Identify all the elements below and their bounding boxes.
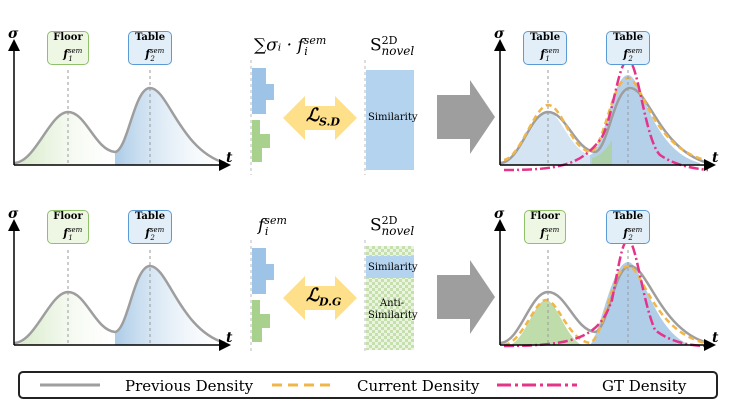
row1-loss-label: ℒS.D [306,105,340,129]
row1-left-t-label: t [226,150,233,166]
row1-similarity-map [366,70,414,170]
legend-current-label: Current Density [357,377,480,395]
row2-feature-expression: fsemi [258,214,287,239]
row2-left-table-fill [115,266,220,345]
row1-right-current-curve [503,76,706,162]
row2-histogram-blue-bar-2 [252,264,274,280]
row1-right-previous-curve [499,86,709,165]
row2-right-table-fill [590,262,690,345]
row1-similarity-text: Similarity [368,112,418,123]
legend: Previous Density Current Density GT Dens… [18,371,718,399]
row2-novel-label: S2Dnovel [370,214,415,239]
row2-similarity-map [366,256,414,278]
row1-right-gt-curve [503,58,709,172]
row1-novel-label: S2Dnovel [370,34,415,59]
row1-histogram-blue-bar-2 [252,84,274,100]
row2-right-previous-curve [499,264,709,345]
row2-anti-similarity-text: Anti- Similarity [368,298,418,321]
row2-right-current-curve [503,264,706,347]
row1-left-floor-fill [14,112,115,165]
row2-histogram-green-bar-2 [252,314,270,328]
row1-right-table-fill [590,75,700,165]
row1-left-table-fill [115,88,220,165]
row2-loss-arrow [283,276,357,320]
row1-right-plot [494,39,716,172]
row2-left-table-label: Table fsem2 [128,210,172,244]
row1-left-density-curve [13,86,226,165]
row2-left-floor-fill [14,292,115,345]
row2-right-sigma-label: σ [494,206,505,222]
row1-left-sigma-label: σ [8,26,19,42]
row2-right-t-label: t [712,330,719,346]
row2-left-sigma-label: σ [8,206,19,222]
row2-anti-similarity-map [366,278,414,350]
row2-left-density-curve [13,264,226,345]
row2-right-floor-label: Floor fsem1 [524,210,566,244]
row1-right-t-label: t [712,150,719,166]
row1-right-table-green-fill [592,140,612,165]
row1-middle [250,60,495,175]
row1-histogram-blue-bar-3 [252,100,266,114]
row1-histogram-green-bar-1 [252,120,260,134]
row2-similarity-text: Similarity [368,262,418,273]
row1-process-arrow [437,80,495,154]
row1-histogram-blue-bar-1 [252,68,266,84]
row2-right-gt-curve [503,238,709,348]
row1-left-table-label: Table fsem2 [128,31,172,65]
row2-middle [250,240,495,352]
row1-left-plot [8,39,231,171]
row1-histogram-green-bar-3 [252,148,262,162]
row2-histogram-blue-bar-3 [252,280,266,294]
row2-loss-label: ℒD.G [306,285,342,309]
row1-histogram-green-bar-2 [252,134,270,148]
row2-histogram-blue-bar-1 [252,248,266,264]
row1-feature-expression: ∑σᵢ · fsemi [254,34,327,59]
row2-left-floor-label: Floor fsem1 [47,210,89,244]
row2-similarity-map-top [366,246,414,256]
row2-right-floor-fill [510,300,582,345]
row2-right-table-label: Table fsem2 [606,210,650,244]
row2-left-t-label: t [226,330,233,346]
row1-right-floor-fill [500,112,590,165]
row2-histogram-green-bar-1 [252,300,260,314]
row2-left-plot [8,219,231,351]
legend-gt-label: GT Density [602,377,687,395]
row1-right-sigma-label: σ [494,26,505,42]
row1-right-table-label-1: Table fsem1 [523,31,567,65]
row2-histogram-green-bar-3 [252,328,262,342]
row1-loss-arrow [283,96,357,140]
row1-right-table-label-2: Table fsem2 [606,31,650,65]
row2-right-plot [494,219,716,351]
legend-previous-label: Previous Density [125,377,254,395]
row2-process-arrow [437,260,495,334]
row1-left-floor-label: Floor fsem1 [47,31,89,65]
